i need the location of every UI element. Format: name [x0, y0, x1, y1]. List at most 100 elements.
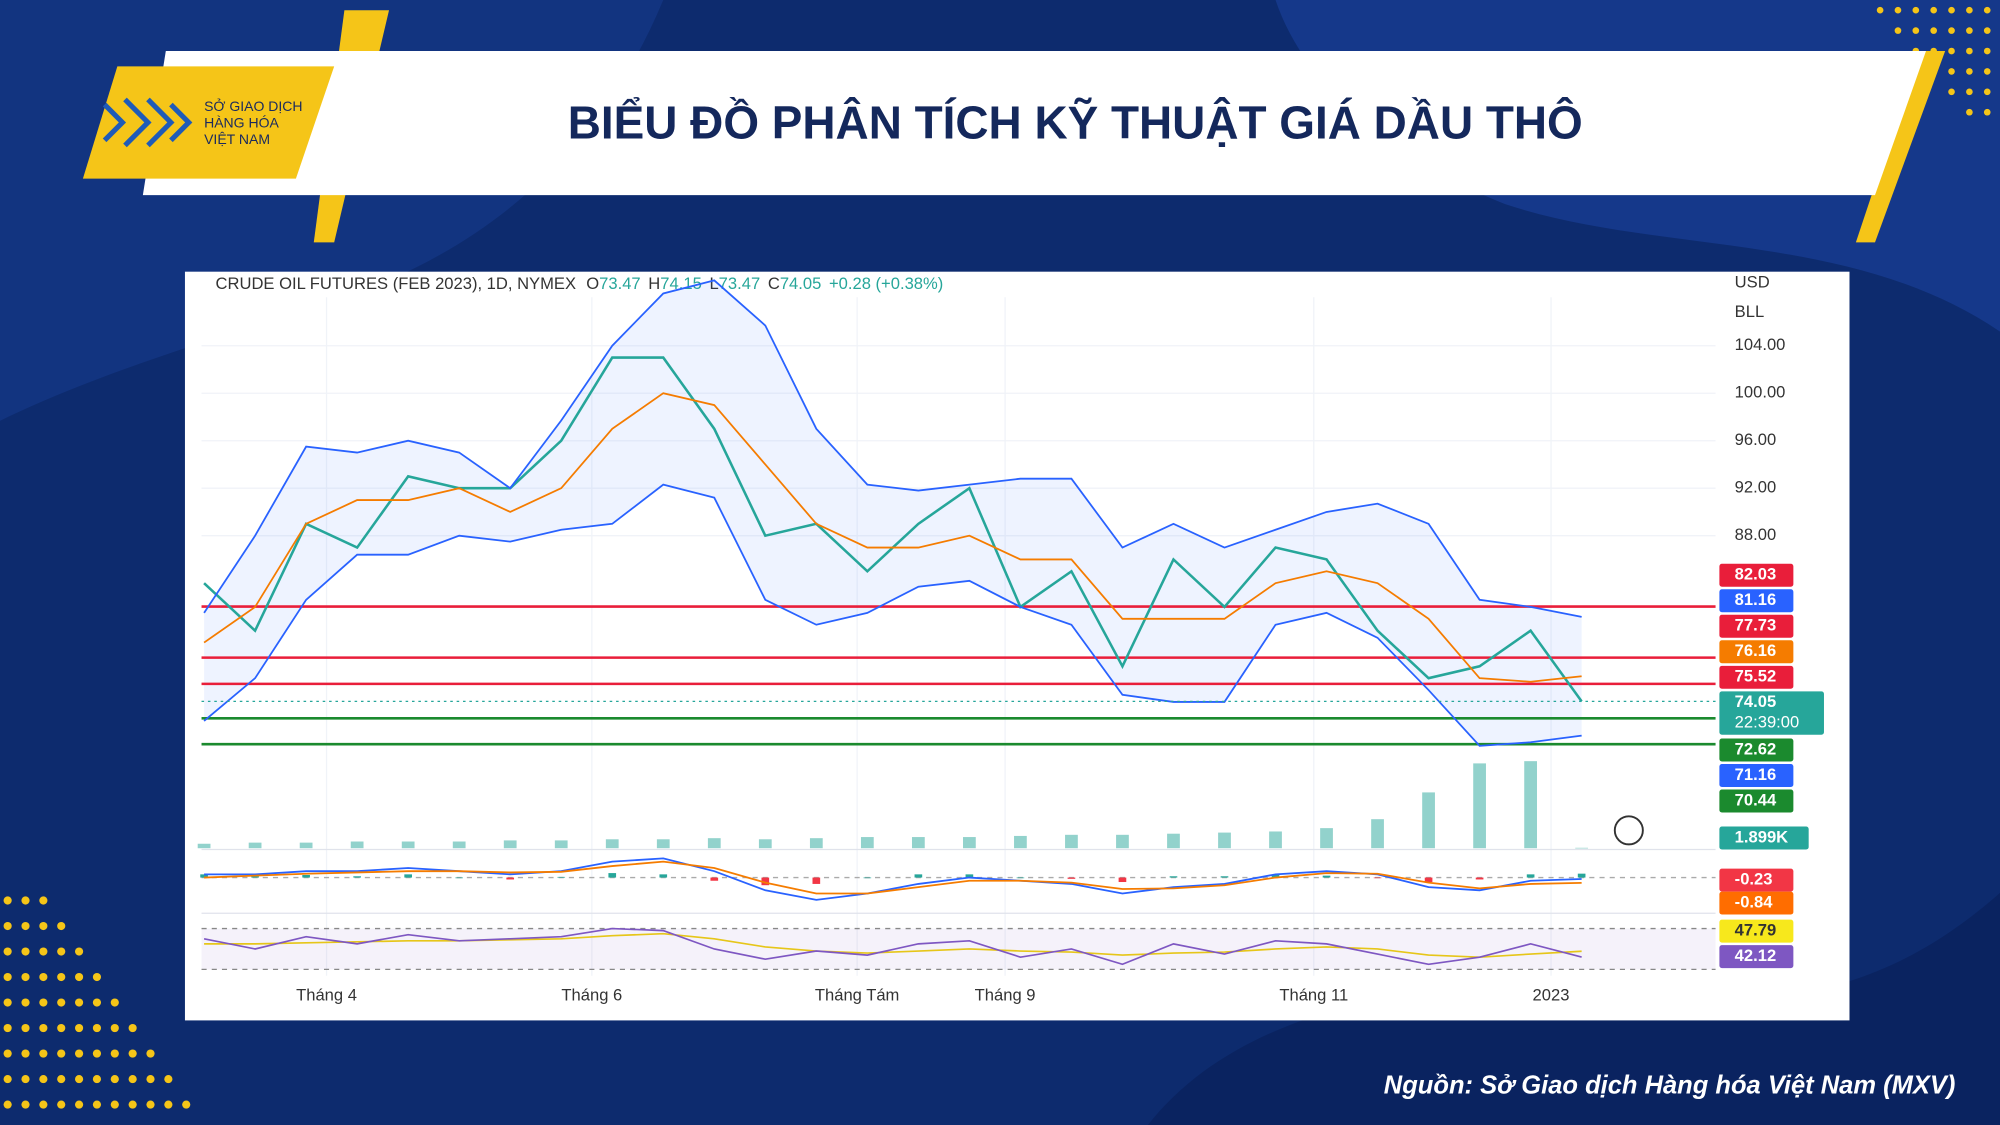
dot [75, 947, 84, 956]
dot [75, 1075, 84, 1084]
macd-hist [812, 877, 821, 884]
dot [1966, 108, 1973, 116]
dot [92, 972, 102, 982]
dot [3, 1075, 12, 1084]
dot [1983, 88, 1991, 96]
macd-hist [1322, 875, 1331, 878]
chart-symbol: CRUDE OIL FUTURES (FEB 2023), 1D, NYMEX [216, 274, 576, 293]
rsi-line [204, 932, 1582, 958]
header-banner [142, 51, 1927, 196]
dot [75, 1049, 84, 1058]
dot [3, 998, 12, 1007]
logo-text: HÀNG HÓA [204, 114, 279, 130]
dot [1930, 6, 1937, 14]
volume-bar [911, 837, 925, 849]
dot [1948, 68, 1955, 75]
dot [1966, 88, 1973, 96]
chart: CRUDE OIL FUTURES (FEB 2023), 1D, NYMEX O… [197, 273, 1824, 1005]
volume-bar [554, 840, 568, 849]
dot [57, 1075, 66, 1084]
macd-hist [557, 876, 566, 878]
dot [75, 998, 84, 1007]
macd-hist [1424, 877, 1433, 883]
macd-hist [863, 877, 872, 879]
x-tick-label: Tháng 4 [296, 986, 357, 1005]
dot [1966, 27, 1973, 34]
volume-bar [605, 839, 619, 849]
ohlc-key: O [586, 274, 599, 293]
dot [164, 1100, 173, 1109]
macd-hist [353, 876, 361, 878]
ohlc-key: L [709, 274, 718, 293]
logo-text: VIỆT NAM [204, 131, 270, 147]
volume-bar [1422, 792, 1435, 849]
volume-bar [758, 839, 772, 849]
price-box [1719, 563, 1794, 587]
dot [3, 1049, 12, 1058]
x-tick-label: 2023 [1533, 986, 1570, 1005]
dot [128, 1100, 137, 1109]
band-fill [204, 280, 1582, 746]
dot [1983, 6, 1991, 14]
dot [39, 896, 48, 905]
x-tick-label: Tháng 6 [561, 986, 622, 1005]
y-tick-label: 88.00 [1735, 525, 1777, 544]
macd-hist [455, 877, 464, 879]
dot [128, 1049, 137, 1058]
ohlc-value: 73.47 [599, 274, 641, 293]
macd-hist [302, 875, 310, 878]
dot [1948, 27, 1955, 34]
price-box-label: 70.44 [1735, 790, 1777, 809]
macd-hist [1169, 876, 1178, 878]
volume-bar [707, 838, 721, 849]
price-box-label: 82.03 [1735, 565, 1777, 584]
price-box-label: 75.52 [1735, 667, 1777, 686]
logo-icon [102, 97, 193, 148]
last-time: 22:39:00 [1735, 713, 1800, 732]
dot [1983, 47, 1991, 55]
dot [1966, 68, 1973, 75]
dot [92, 1049, 102, 1058]
dot [1894, 6, 1902, 14]
dot [92, 1100, 102, 1109]
macd-hist [404, 874, 412, 878]
clock-icon [1613, 815, 1644, 846]
y-tick-label: 100.00 [1735, 383, 1786, 402]
volume-label: 1.899K [1735, 827, 1788, 846]
dot [110, 1023, 119, 1033]
dot [57, 1023, 66, 1033]
dot [3, 1023, 12, 1033]
dot [1894, 27, 1902, 34]
macd-hist [1373, 877, 1382, 879]
dot [57, 1100, 66, 1109]
dot [39, 998, 48, 1007]
dot [1948, 47, 1955, 55]
macd-hist [1067, 877, 1076, 879]
volume-bar [860, 837, 874, 849]
price-box [1719, 691, 1824, 735]
dot [110, 1075, 119, 1084]
stripe [1855, 51, 1946, 243]
volume-bar [963, 837, 976, 849]
volume-bar [299, 842, 313, 849]
volume-bar [1320, 828, 1333, 849]
dot [21, 972, 30, 982]
dot [146, 1075, 155, 1084]
volume-bar [1269, 831, 1282, 849]
dot [39, 1049, 48, 1058]
dot [39, 921, 48, 931]
rsi-line [203, 927, 1582, 966]
price-line [203, 279, 1582, 618]
dot [21, 921, 30, 931]
dot [110, 1049, 119, 1058]
macd-hist [914, 874, 923, 878]
dot [1983, 108, 1991, 116]
macd-hist [1016, 877, 1025, 879]
volume-bar [452, 841, 466, 849]
dot [75, 1023, 84, 1033]
price-box-label: 72.62 [1735, 739, 1777, 758]
dot [146, 1100, 155, 1109]
price-box-label: 74.05 [1735, 692, 1777, 711]
rsi-box-label: 42.12 [1735, 946, 1777, 965]
